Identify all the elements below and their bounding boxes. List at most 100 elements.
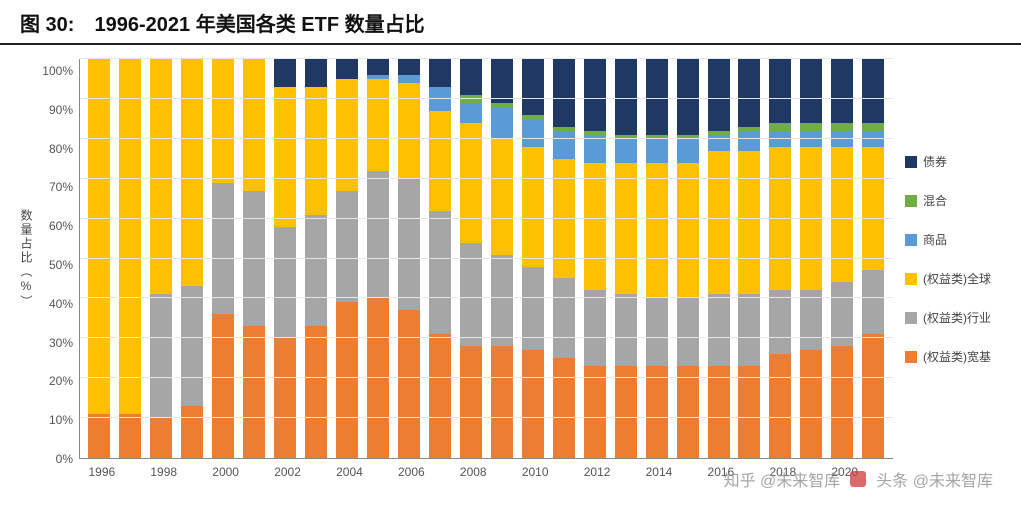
bar-segment-sector	[243, 191, 265, 327]
bar-segment-global	[336, 79, 358, 191]
bar-segment-commodity	[677, 139, 699, 163]
x-tick	[738, 465, 760, 479]
bar-segment-broad	[212, 314, 234, 458]
bar	[336, 59, 358, 458]
x-tick: 2010	[522, 465, 544, 479]
legend-label: 商品	[923, 231, 947, 248]
bar-segment-commodity	[862, 131, 884, 147]
legend-item-bond: 债券	[905, 153, 1003, 170]
legend-swatch	[905, 234, 917, 246]
bar-segment-global	[831, 147, 853, 283]
bar-segment-global	[491, 139, 513, 255]
x-tick	[615, 465, 637, 479]
bar-segment-mixed	[862, 123, 884, 131]
bar-segment-global	[429, 111, 451, 211]
bar-segment-broad	[862, 334, 884, 458]
bar-segment-bond	[584, 59, 606, 131]
figure-title: 1996-2021 年美国各类 ETF 数量占比	[95, 14, 425, 36]
bar-segment-broad	[367, 298, 389, 458]
bar-segment-broad	[553, 358, 575, 458]
bar	[460, 59, 482, 458]
bar-segment-broad	[243, 326, 265, 458]
bar	[646, 59, 668, 458]
bar	[522, 59, 544, 458]
chart-container: 数量占比（%） 0%10%20%30%40%50%60%70%80%90%100…	[0, 45, 1021, 489]
legend-label: (权益类)宽基	[923, 348, 991, 365]
bar-segment-global	[769, 147, 791, 291]
y-tick: 0%	[37, 453, 73, 465]
bar-segment-bond	[738, 59, 760, 127]
bar-segment-bond	[398, 59, 420, 75]
bar	[274, 59, 296, 458]
y-tick: 20%	[37, 375, 73, 387]
legend-swatch	[905, 195, 917, 207]
grid-line	[80, 337, 893, 338]
bar-segment-broad	[522, 350, 544, 458]
bar-segment-sector	[336, 191, 358, 303]
bar-segment-sector	[305, 215, 327, 327]
bar	[367, 59, 389, 458]
y-axis-ticks: 0%10%20%30%40%50%60%70%80%90%100%	[37, 59, 79, 459]
grid-line	[80, 58, 893, 59]
bar-segment-commodity	[646, 139, 668, 163]
bar-segment-bond	[274, 59, 296, 87]
bar-segment-bond	[800, 59, 822, 123]
bar-segment-global	[460, 123, 482, 243]
bar-segment-sector	[367, 171, 389, 299]
bar-segment-global	[615, 163, 637, 295]
bar-segment-sector	[800, 290, 822, 350]
legend-item-mixed: 混合	[905, 192, 1003, 209]
x-tick	[243, 465, 265, 479]
bar	[708, 59, 730, 458]
y-tick: 50%	[37, 259, 73, 271]
bar	[553, 59, 575, 458]
bar-segment-bond	[336, 59, 358, 79]
bar-segment-mixed	[769, 123, 791, 131]
bar-segment-global	[862, 147, 884, 271]
x-tick: 2020	[831, 465, 853, 479]
bar-segment-sector	[677, 298, 699, 366]
bar	[738, 59, 760, 458]
x-tick	[429, 465, 451, 479]
bar-segment-sector	[769, 290, 791, 354]
bar-segment-sector	[491, 255, 513, 347]
bar-segment-sector	[646, 298, 668, 366]
legend-swatch	[905, 351, 917, 363]
grid-line	[80, 377, 893, 378]
x-tick	[491, 465, 513, 479]
bar	[212, 59, 234, 458]
bar-segment-sector	[150, 294, 172, 418]
x-tick	[800, 465, 822, 479]
bar-segment-mixed	[831, 123, 853, 131]
x-tick: 2002	[274, 465, 296, 479]
bars-group	[80, 59, 893, 458]
bar-segment-commodity	[584, 135, 606, 163]
bar-segment-global	[646, 163, 668, 299]
legend-label: 债券	[923, 153, 947, 170]
bar-segment-bond	[831, 59, 853, 123]
bar-segment-bond	[491, 59, 513, 103]
bar	[491, 59, 513, 458]
chart-title-row: 图 30: 1996-2021 年美国各类 ETF 数量占比	[0, 0, 1021, 45]
bar-segment-broad	[181, 406, 203, 458]
x-tick	[181, 465, 203, 479]
bar	[119, 59, 141, 458]
bar	[181, 59, 203, 458]
bar	[831, 59, 853, 458]
y-axis-label: 数量占比（%）	[18, 59, 37, 459]
x-tick	[553, 465, 575, 479]
legend-item-broad: (权益类)宽基	[905, 348, 1003, 365]
bar-segment-commodity	[460, 103, 482, 123]
bar-segment-global	[800, 147, 822, 291]
bar-segment-global	[584, 163, 606, 291]
y-tick: 60%	[37, 220, 73, 232]
grid-line	[80, 218, 893, 219]
bar-segment-bond	[708, 59, 730, 131]
bar-segment-broad	[615, 366, 637, 458]
bar-segment-broad	[336, 302, 358, 458]
grid-line	[80, 258, 893, 259]
bar-segment-commodity	[398, 75, 420, 83]
y-tick: 40%	[37, 298, 73, 310]
bar-segment-commodity	[800, 131, 822, 147]
y-tick: 30%	[37, 337, 73, 349]
